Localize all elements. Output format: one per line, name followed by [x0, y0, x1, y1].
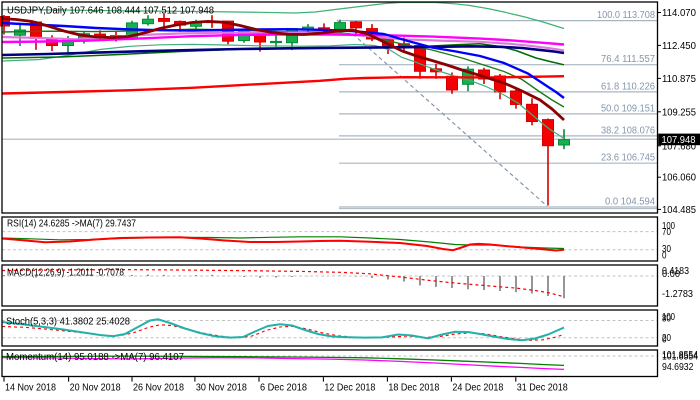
- svg-text:Momentum(14) 95.0188 ->MA(7): Momentum(14) 95.0188 ->MA(7) 96.4107: [6, 351, 184, 363]
- svg-text:20: 20: [662, 332, 671, 344]
- svg-text:104.485: 104.485: [662, 204, 696, 216]
- svg-text:76.4 111.557: 76.4 111.557: [601, 54, 655, 65]
- svg-text:20 Nov 2018: 20 Nov 2018: [70, 382, 121, 394]
- svg-text:61.8 110.226: 61.8 110.226: [601, 81, 655, 92]
- svg-text:23.6 106.745: 23.6 106.745: [601, 153, 655, 164]
- svg-text:0.4183: 0.4183: [662, 265, 689, 277]
- svg-text:Stoch(5,3,3) 41.3802 25.4028: Stoch(5,3,3) 41.3802 25.4028: [6, 316, 130, 328]
- svg-text:101.8554: 101.8554: [662, 349, 698, 361]
- svg-text:14 Nov 2018: 14 Nov 2018: [5, 382, 56, 394]
- svg-text:-1.2783: -1.2783: [662, 288, 693, 300]
- svg-text:114.070: 114.070: [662, 7, 696, 19]
- svg-text:101.8554: 101.8554: [662, 350, 698, 362]
- svg-text:100: 100: [662, 220, 675, 232]
- svg-text:MACD(12,26,9) -1.2011 -0.7078: MACD(12,26,9) -1.2011 -0.7078: [7, 266, 124, 278]
- svg-text:18 Dec 2018: 18 Dec 2018: [388, 382, 439, 394]
- svg-text:106.060: 106.060: [662, 172, 696, 184]
- svg-text:6 Dec 2018: 6 Dec 2018: [260, 382, 307, 394]
- svg-text:30: 30: [662, 243, 671, 255]
- svg-text:0: 0: [662, 250, 667, 262]
- svg-text:50.0 109.151: 50.0 109.151: [601, 103, 655, 114]
- svg-text:30 Nov 2018: 30 Nov 2018: [196, 382, 247, 394]
- svg-text:110.875: 110.875: [662, 73, 696, 85]
- svg-text:94.6932: 94.6932: [662, 361, 694, 373]
- svg-text:100.0 113.708: 100.0 113.708: [597, 10, 655, 21]
- svg-text:107.948: 107.948: [662, 134, 696, 146]
- svg-text:26 Nov 2018: 26 Nov 2018: [133, 382, 184, 394]
- svg-text:0: 0: [662, 333, 667, 345]
- svg-text:0.00: 0.00: [662, 268, 680, 280]
- svg-text:80: 80: [662, 312, 671, 324]
- svg-text:38.2 108.076: 38.2 108.076: [601, 125, 655, 136]
- svg-text:0.0 104.594: 0.0 104.594: [605, 197, 655, 208]
- svg-text:100: 100: [662, 311, 675, 323]
- svg-text:112.450: 112.450: [662, 40, 696, 52]
- svg-text:12 Dec 2018: 12 Dec 2018: [324, 382, 375, 394]
- svg-text:24 Dec 2018: 24 Dec 2018: [452, 382, 503, 394]
- svg-text:USDJPY,Daily 107.646 108.444: USDJPY,Daily 107.646 108.444 107.512 107…: [7, 5, 214, 17]
- svg-text:RSI(14) 24.6285 ->MA(7) 29.74: RSI(14) 24.6285 ->MA(7) 29.7437: [7, 218, 136, 230]
- svg-text:31 Dec 2018: 31 Dec 2018: [517, 382, 568, 394]
- svg-text:70: 70: [662, 226, 671, 238]
- svg-text:109.255: 109.255: [662, 106, 696, 118]
